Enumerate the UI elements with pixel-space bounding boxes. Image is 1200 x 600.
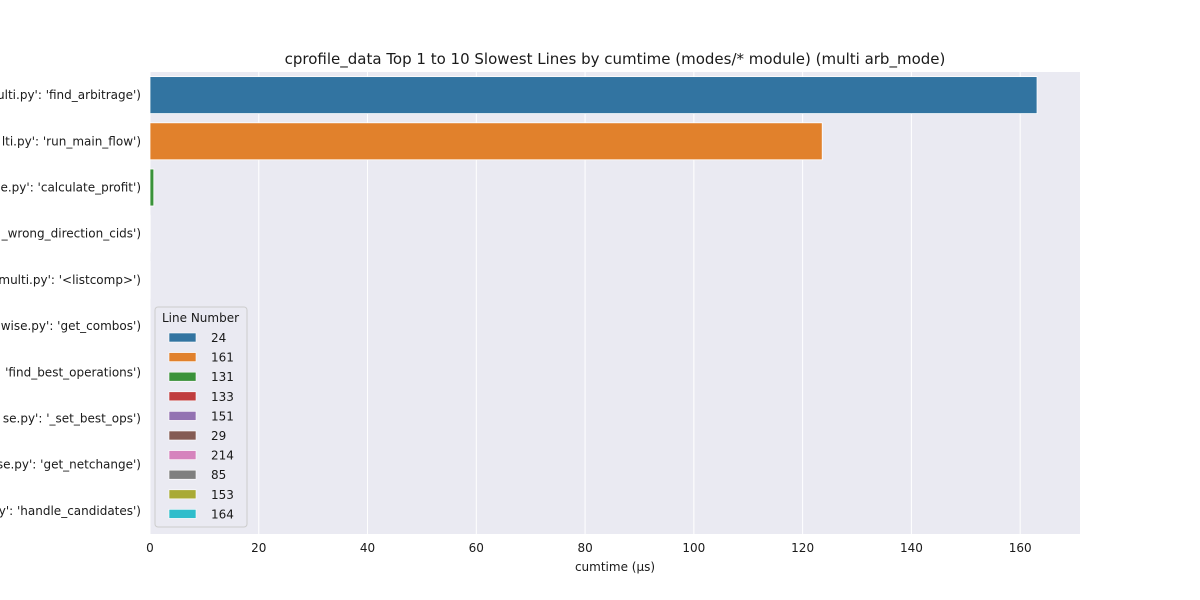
y-tick-label: ulti.py': 'find_arbitrage')	[0, 88, 141, 102]
legend-title: Line Number	[162, 311, 239, 325]
x-tick-label: 20	[251, 541, 266, 555]
legend-entry-label: 164	[211, 507, 234, 521]
legend-entry-label: 29	[211, 429, 226, 443]
bars	[149, 76, 1038, 530]
x-tick-labels: 0 20 40 60 80 100 120 140 160	[146, 541, 1031, 555]
legend-entry-label: 133	[211, 390, 234, 404]
legend-entry-label: 161	[211, 351, 234, 365]
legend-swatch	[168, 411, 197, 421]
legend-entry-label: 151	[211, 409, 234, 423]
legend-swatch	[168, 450, 197, 460]
y-tick-label: y': 'handle_candidates')	[0, 504, 141, 518]
legend-swatch	[168, 332, 197, 343]
legend-swatch	[168, 489, 197, 500]
x-tick-label: 0	[146, 541, 154, 555]
y-tick-label: se.py': 'calculate_profit')	[0, 181, 141, 195]
x-tick-label: 100	[682, 541, 705, 555]
legend-swatch	[168, 469, 197, 480]
x-tick-label: 120	[791, 541, 814, 555]
bar-line-24	[149, 76, 1038, 114]
legend-swatch	[168, 430, 197, 441]
category-labels: ulti.py': 'find_arbitrage') lti.py': 'run…	[0, 88, 141, 518]
legend-entry-label: 153	[211, 488, 234, 502]
y-tick-label: lti.py': 'run_main_flow')	[2, 134, 141, 148]
y-tick-label: se.py': '_set_best_ops')	[3, 412, 141, 426]
x-tick-label: 140	[900, 541, 923, 555]
y-tick-label: wise.py': 'get_combos')	[1, 319, 141, 333]
x-tick-label: 40	[360, 541, 375, 555]
x-tick-label: 60	[469, 541, 484, 555]
y-tick-label: _multi.py': '<listcomp>')	[0, 273, 141, 287]
legend-entry-label: 85	[211, 468, 226, 482]
legend-swatch	[168, 509, 197, 519]
x-tick-label: 80	[577, 541, 592, 555]
y-tick-label: _wrong_direction_cids')	[1, 227, 141, 241]
legend-entry-label: 24	[211, 331, 226, 345]
x-tick-label: 160	[1009, 541, 1032, 555]
legend-swatch	[168, 371, 197, 382]
legend-entries: 24 161 131 133 151 29 214 85 153 164	[168, 331, 234, 521]
bar-line-131	[149, 168, 155, 207]
x-axis-label: cumtime (μs)	[575, 560, 655, 574]
legend-swatch	[168, 391, 197, 402]
legend-entry-label: 131	[211, 370, 234, 384]
bar-line-161	[149, 122, 823, 161]
legend-entry-label: 214	[211, 449, 234, 463]
legend-swatch	[168, 352, 197, 362]
y-tick-label: 'find_best_operations')	[5, 365, 141, 379]
legend: Line Number 24 161 131 133 151 29 214 85 153 164	[154, 306, 248, 528]
y-tick-label: se.py': 'get_netchange')	[0, 458, 141, 472]
chart-title: cprofile_data Top 1 to 10 Slowest Lines …	[285, 50, 946, 69]
